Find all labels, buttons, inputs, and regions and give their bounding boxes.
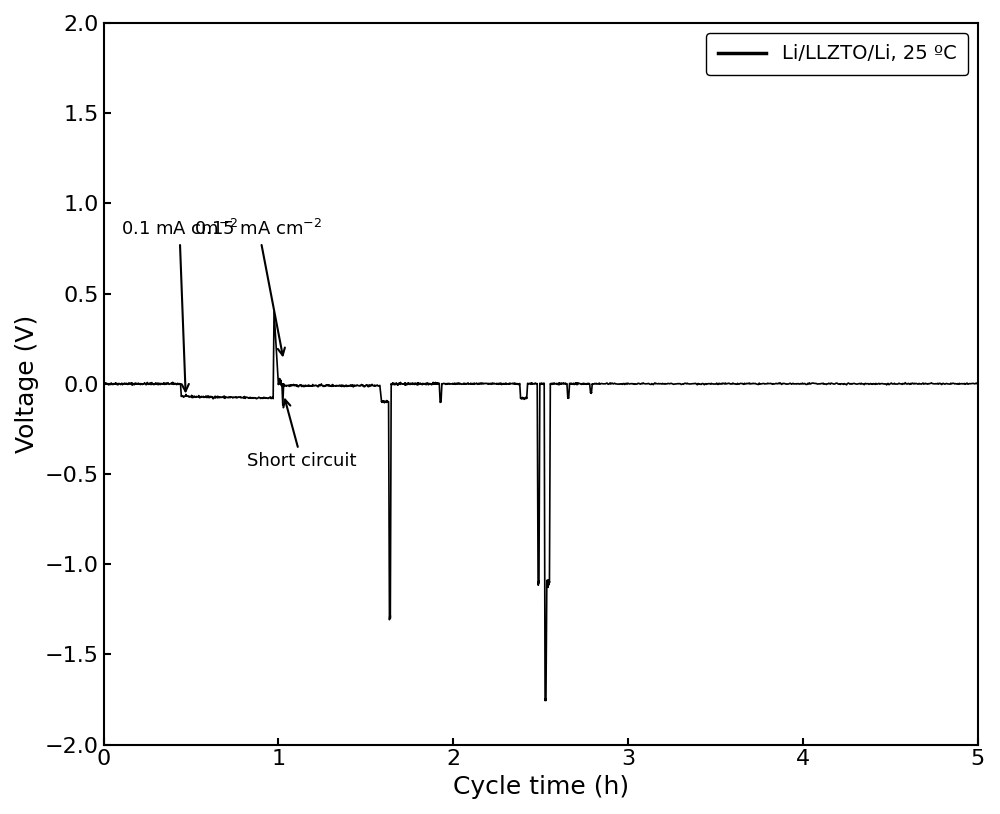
Text: 0.1 mA cm$^{-2}$: 0.1 mA cm$^{-2}$ <box>121 220 238 392</box>
Text: Short circuit: Short circuit <box>247 400 356 470</box>
Y-axis label: Voltage (V): Voltage (V) <box>15 315 39 453</box>
Text: 0.15 mA cm$^{-2}$: 0.15 mA cm$^{-2}$ <box>194 220 323 356</box>
Legend: Li/LLZTO/Li, 25 ºC: Li/LLZTO/Li, 25 ºC <box>706 33 968 75</box>
X-axis label: Cycle time (h): Cycle time (h) <box>453 775 629 799</box>
